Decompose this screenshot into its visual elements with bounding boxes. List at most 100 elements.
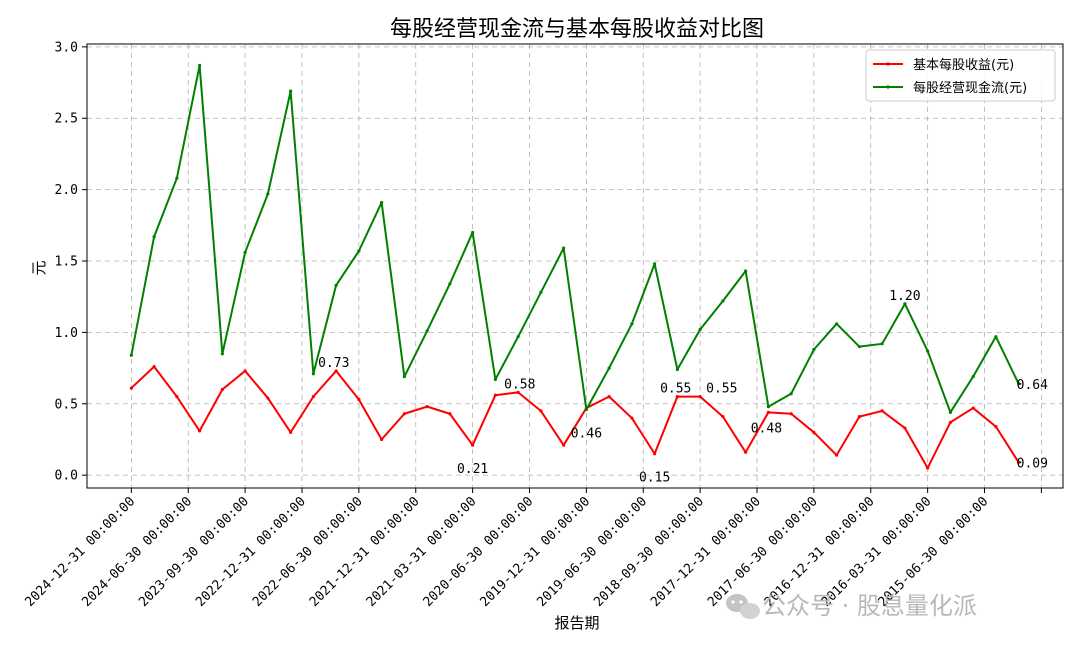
data-point <box>630 322 634 326</box>
data-labels: 0.73 0.21 0.58 0.46 0.15 0.55 0.55 0.48 1.20 0.64… <box>318 289 1048 486</box>
x-tick-label: 2021-03-31 00:00:00 <box>364 494 480 610</box>
data-point <box>835 453 839 457</box>
data-point <box>220 352 224 356</box>
watermark-text: 公众号 · 股息量化派 <box>762 592 977 620</box>
data-point <box>471 230 475 235</box>
series-1 <box>129 63 1021 414</box>
legend-marker-eps <box>886 62 890 66</box>
data-point <box>880 409 884 413</box>
data-label: 0.55 <box>706 382 737 397</box>
data-point <box>311 395 315 399</box>
series-0 <box>129 365 1021 470</box>
data-point <box>402 375 406 379</box>
data-point <box>675 367 679 372</box>
x-tick-label: 2024-06-30 00:00:00 <box>79 494 195 610</box>
data-point <box>1017 382 1021 386</box>
data-label: 0.46 <box>571 426 602 441</box>
data-label: 0.64 <box>1017 378 1048 393</box>
x-tick-label: 2018-09-30 00:00:00 <box>591 494 707 610</box>
data-point <box>380 200 384 205</box>
wechat-icon <box>726 594 760 619</box>
data-point <box>630 416 634 420</box>
data-point <box>744 269 748 273</box>
data-point <box>198 429 202 433</box>
data-point <box>857 345 861 349</box>
chart-title: 每股经营现金流与基本每股收益对比图 <box>390 17 764 42</box>
data-point <box>516 335 520 339</box>
data-point <box>1017 460 1021 464</box>
data-point <box>289 430 293 434</box>
data-point <box>948 410 952 414</box>
data-point <box>152 365 156 369</box>
x-tick-label: 2021-12-31 00:00:00 <box>307 494 423 610</box>
data-point <box>493 393 497 397</box>
data-point <box>584 407 588 412</box>
watermark: 公众号 · 股息量化派 <box>726 592 977 620</box>
data-point <box>607 366 611 370</box>
data-point <box>471 443 475 447</box>
data-label: 1.20 <box>889 289 920 304</box>
plot-frame <box>86 43 1064 489</box>
x-tick-label: 2023-09-30 00:00:00 <box>136 494 252 610</box>
data-point <box>721 415 725 419</box>
x-tick-label: 2022-12-31 00:00:00 <box>193 494 309 610</box>
data-point <box>539 409 543 413</box>
x-tick-label: 2019-06-30 00:00:00 <box>534 494 650 610</box>
legend-box <box>865 49 1056 102</box>
data-point <box>971 375 975 379</box>
data-point <box>948 420 952 424</box>
data-point <box>311 372 315 376</box>
data-point <box>266 396 270 400</box>
data-point <box>653 262 657 266</box>
data-point <box>243 250 247 255</box>
data-label: 0.15 <box>639 471 670 486</box>
legend-label-cashflow: 每股经营现金流(元) <box>913 80 1027 96</box>
legend: 基本每股收益(元) 每股经营现金流(元) <box>865 49 1056 102</box>
data-point <box>789 392 793 396</box>
y-tick-label: 0.0 <box>55 469 78 484</box>
data-point <box>539 290 543 295</box>
data-point <box>562 246 566 250</box>
data-point <box>562 443 566 447</box>
data-point <box>903 426 907 430</box>
data-point <box>175 395 179 399</box>
data-label: 0.58 <box>504 377 535 392</box>
x-tick-label: 2022-06-30 00:00:00 <box>250 494 366 610</box>
data-point <box>129 386 133 390</box>
x-tick-label: 2020-06-30 00:00:00 <box>421 494 537 610</box>
data-point <box>835 322 839 326</box>
data-point <box>334 369 338 373</box>
data-label: 0.73 <box>318 356 349 371</box>
x-tick-label: 2019-12-31 00:00:00 <box>477 494 593 610</box>
data-point <box>175 176 179 180</box>
data-point <box>152 235 156 239</box>
legend-label-eps: 基本每股收益(元) <box>913 57 1014 73</box>
data-label: 0.21 <box>457 462 488 477</box>
data-point <box>926 466 930 470</box>
x-axis-label: 报告期 <box>554 614 599 632</box>
data-point <box>425 405 429 409</box>
data-label: 0.55 <box>660 382 691 397</box>
data-point <box>653 452 657 456</box>
data-point <box>448 412 452 416</box>
data-point <box>266 192 270 196</box>
data-point <box>402 412 406 416</box>
data-point <box>357 397 361 402</box>
data-point <box>129 353 133 357</box>
data-point <box>994 425 998 429</box>
data-point <box>903 302 907 306</box>
data-point <box>334 283 338 287</box>
data-point <box>289 89 293 93</box>
data-point <box>425 329 429 333</box>
data-point <box>766 410 770 414</box>
y-tick-label: 1.0 <box>55 326 78 341</box>
x-tick-label: 2017-12-31 00:00:00 <box>648 494 764 610</box>
data-point <box>789 412 793 416</box>
y-tick-label: 2.5 <box>55 112 78 127</box>
x-tick-label: 2024-12-31 00:00:00 <box>22 494 138 610</box>
y-tick-label: 0.5 <box>55 397 78 412</box>
y-axis: 0.0 0.5 1.0 1.5 2.0 2.5 3.0 <box>55 40 87 484</box>
data-point <box>220 387 224 392</box>
data-point <box>766 405 770 409</box>
